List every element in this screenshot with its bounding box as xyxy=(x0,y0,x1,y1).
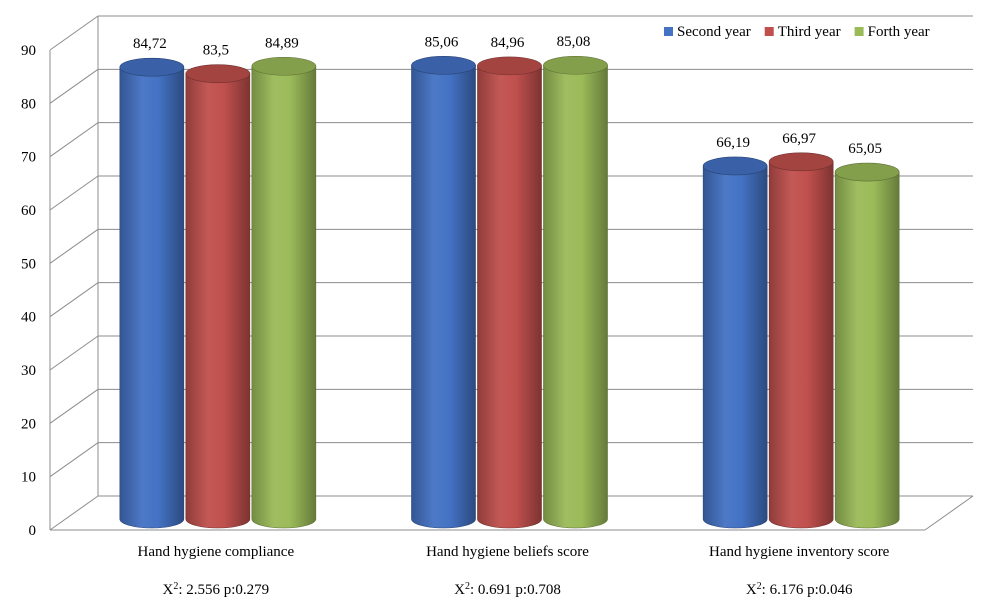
bar xyxy=(251,56,317,529)
bar xyxy=(119,57,185,529)
y-tick-label: 70 xyxy=(21,150,36,166)
data-label: 66,97 xyxy=(782,131,816,147)
data-label: 84,89 xyxy=(265,35,299,51)
bar xyxy=(411,56,476,529)
bars xyxy=(119,55,900,529)
chi-square-annotation: X2: 0.691 p:0.708 xyxy=(454,581,561,599)
bar-body xyxy=(185,73,251,529)
legend-label: Forth year xyxy=(868,24,930,40)
legend-item: Second year xyxy=(664,24,751,40)
bar-top xyxy=(768,152,834,172)
data-labels: 84,72 83,5 84,89 85,06 84,96 85,08 66,19 66,97 6… xyxy=(133,34,882,157)
gridline-diagonal xyxy=(49,282,99,318)
legend-label: Third year xyxy=(778,24,841,40)
gridline-diagonal xyxy=(49,335,99,371)
bar xyxy=(477,56,542,529)
chi-square-annotation: X2: 2.556 p:0.279 xyxy=(162,581,269,599)
bar-body xyxy=(251,65,317,529)
floor-right-edge xyxy=(924,495,974,531)
bar-top xyxy=(251,56,317,76)
x-tick-label: Hand hygiene beliefs score xyxy=(426,544,589,560)
bar-body xyxy=(411,65,476,529)
bar xyxy=(702,156,768,529)
bar-top xyxy=(411,56,476,75)
bar-top xyxy=(119,57,185,77)
gridline-diagonal xyxy=(49,68,99,104)
x-tick-label: Hand hygiene inventory score xyxy=(709,544,890,560)
bar xyxy=(543,55,608,529)
data-label: 84,96 xyxy=(491,35,525,51)
gridline-diagonal xyxy=(49,495,99,531)
data-label: 83,5 xyxy=(203,43,229,59)
y-tick-label: 50 xyxy=(21,256,36,272)
bar-top xyxy=(477,56,542,76)
y-axis: 0 10 20 30 40 50 60 70 80 90 xyxy=(21,43,36,539)
bar-body xyxy=(119,66,185,529)
bar xyxy=(834,162,900,529)
y-tick-label: 40 xyxy=(21,310,36,326)
bar-body xyxy=(768,161,834,529)
gridline-diagonal xyxy=(49,388,99,424)
stat-annotations: X2: 2.556 p:0.279 X2: 0.691 p:0.708 X2: 6.… xyxy=(162,581,853,599)
data-label: 65,05 xyxy=(848,141,882,157)
gridline-diagonal xyxy=(49,15,99,51)
data-label: 66,19 xyxy=(716,135,750,151)
legend-swatch xyxy=(664,27,673,36)
bar-body xyxy=(834,171,900,529)
y-tick-label: 90 xyxy=(21,43,36,59)
x-axis: Hand hygiene compliance Hand hygiene beli… xyxy=(138,544,890,560)
y-tick-label: 0 xyxy=(29,523,37,539)
legend-swatch xyxy=(854,27,864,36)
bar xyxy=(768,152,834,529)
data-label: 85,08 xyxy=(557,34,591,50)
bar xyxy=(185,64,251,529)
gridline-diagonal xyxy=(49,442,99,478)
bar-body xyxy=(702,165,768,529)
data-label: 84,72 xyxy=(133,36,167,52)
legend-label: Second year xyxy=(677,24,751,40)
bar-top xyxy=(702,156,768,176)
y-tick-label: 80 xyxy=(21,96,36,112)
legend: Second year Third year Forth year xyxy=(664,24,930,40)
bar-top xyxy=(543,55,608,75)
legend-swatch xyxy=(764,27,774,36)
x-tick-label: Hand hygiene compliance xyxy=(138,544,295,560)
bar-body xyxy=(477,65,542,529)
gridline-diagonal xyxy=(49,228,99,264)
y-tick-label: 30 xyxy=(21,363,36,379)
chi-square-annotation: X2: 6.176 p:0.046 xyxy=(746,581,853,599)
legend-item: Forth year xyxy=(854,24,930,40)
data-label: 85,06 xyxy=(425,34,459,50)
y-tick-label: 20 xyxy=(21,416,36,432)
gridline-diagonal xyxy=(49,122,99,158)
legend-item: Third year xyxy=(764,24,841,40)
bar-body xyxy=(543,64,608,529)
bar-top xyxy=(185,64,251,83)
y-tick-label: 10 xyxy=(21,470,36,486)
gridline-diagonal xyxy=(49,175,99,211)
y-tick-label: 60 xyxy=(21,203,36,219)
bar-top xyxy=(834,162,900,182)
